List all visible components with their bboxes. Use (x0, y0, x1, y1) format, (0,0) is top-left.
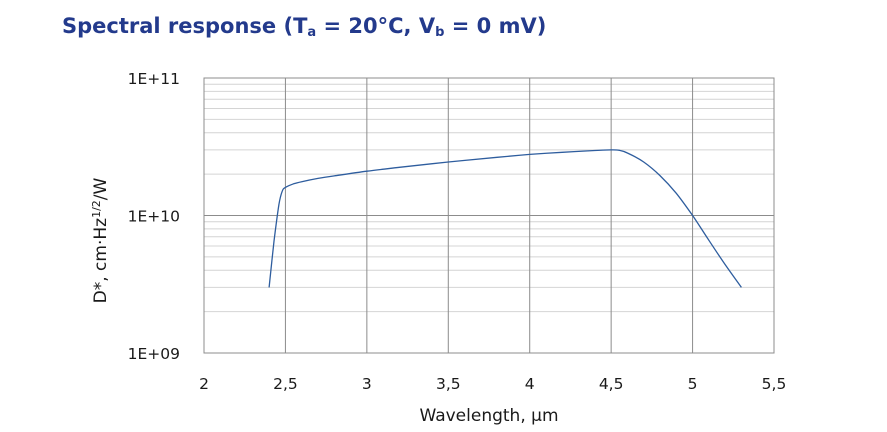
minor-gridlines (204, 83, 774, 313)
x-tick-label: 2,5 (273, 375, 298, 393)
y-axis-label: D*, cm·Hz1/2/W (90, 177, 112, 303)
y-tick-label: 1E+11 (128, 70, 180, 88)
title-mid: = 20°C, V (316, 14, 436, 38)
title-prefix: Spectral response (T (62, 14, 308, 38)
x-tick-label: 4 (525, 375, 535, 393)
x-tick-label: 5,5 (762, 375, 787, 393)
title-subscript-b: b (435, 25, 445, 40)
chart-title: Spectral response (Ta = 20°C, Vb = 0 mV) (62, 14, 546, 40)
plot-frame (203, 77, 775, 354)
y-axis-label-sup: 1/2 (90, 200, 103, 218)
x-tick-label: 4,5 (599, 375, 624, 393)
y-tick-label: 1E+10 (128, 208, 180, 226)
spectral-response-line (268, 149, 742, 288)
x-tick-label: 3 (362, 375, 372, 393)
x-tick-label: 2 (199, 375, 209, 393)
y-axis-label-tail: /W (91, 177, 111, 200)
x-tick-labels: 2 2,5 3 3,5 4 4,5 5 5,5 (199, 375, 786, 393)
y-tick-label: 1E+09 (128, 345, 180, 363)
title-subscript-a: a (307, 25, 317, 40)
y-tick-labels: 1E+09 1E+10 1E+11 (128, 70, 180, 363)
y-axis-label-base: D*, cm·Hz (91, 218, 111, 303)
x-axis-label: Wavelength, µm (419, 406, 558, 426)
title-suffix: = 0 mV) (444, 14, 547, 38)
x-tick-label: 3,5 (436, 375, 461, 393)
x-tick-label: 5 (688, 375, 698, 393)
